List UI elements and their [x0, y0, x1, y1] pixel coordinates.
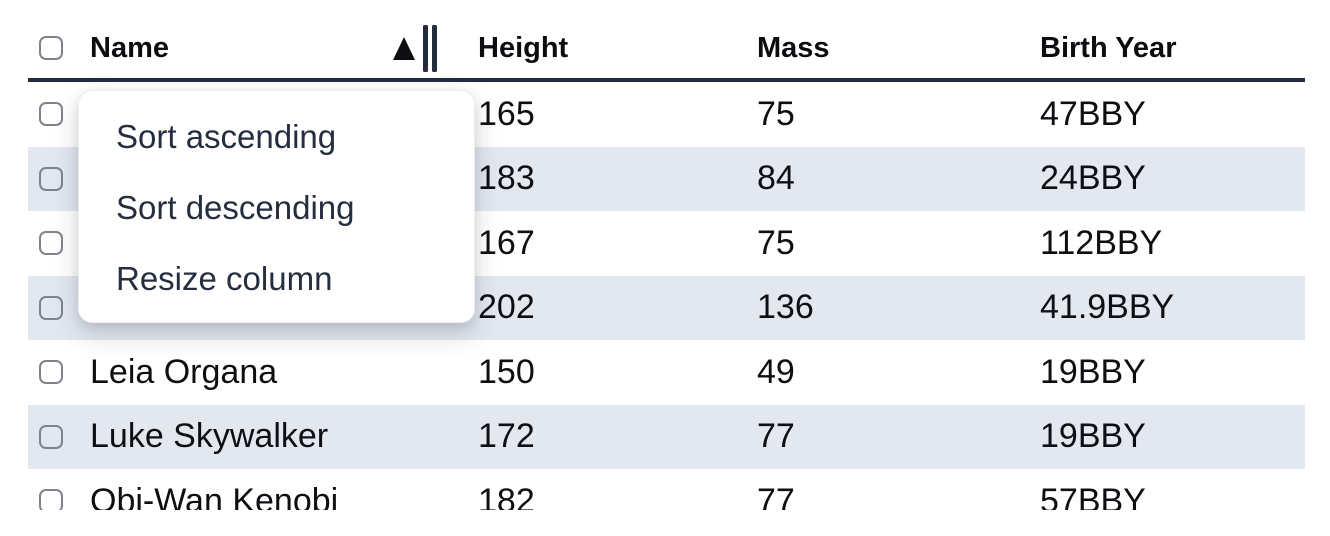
table-row[interactable]: Leia Organa 150 49 19BBY — [28, 340, 1305, 405]
cell-birth-year: 112BBY — [1040, 223, 1163, 262]
table-row[interactable]: 167 75 112BBY — [28, 211, 1305, 276]
column-header-label-name[interactable]: Name — [90, 31, 169, 64]
cell-mass: 75 — [757, 94, 795, 133]
table-header-row: Name Height Mass Birth Year — [28, 18, 1305, 82]
select-all-checkbox[interactable] — [39, 36, 63, 60]
cell-name: Obi-Wan Kenobi — [90, 481, 339, 510]
cell-mass: 84 — [757, 159, 795, 198]
row-checkbox[interactable] — [39, 295, 63, 320]
header-cell-name[interactable]: Name — [28, 18, 462, 78]
cell-height: 150 — [478, 352, 535, 391]
cell-birth-year: 47BBY — [1040, 94, 1146, 133]
cell-mass: 49 — [757, 352, 795, 391]
header-cell-height[interactable]: Height — [462, 18, 741, 78]
column-resize-handle-icon[interactable] — [423, 24, 437, 72]
cell-birth-year: 41.9BBY — [1040, 288, 1175, 327]
header-cell-mass[interactable]: Mass — [741, 18, 1024, 78]
sort-ascending-icon — [393, 36, 415, 60]
cell-height: 183 — [478, 159, 535, 198]
menu-item-sort-ascending[interactable]: Sort ascending — [116, 117, 337, 155]
cell-mass: 77 — [757, 417, 795, 456]
cell-mass: 77 — [757, 481, 795, 510]
cell-name: Leia Organa — [90, 352, 278, 391]
column-context-menu: Sort ascending Sort descending Resize co… — [78, 90, 475, 323]
column-header-label-mass: Mass — [757, 31, 830, 64]
cell-name: Luke Skywalker — [90, 417, 329, 456]
cell-height: 202 — [478, 288, 535, 327]
row-checkbox[interactable] — [39, 166, 63, 191]
row-checkbox[interactable] — [39, 424, 63, 449]
column-header-label-birth-year: Birth Year — [1040, 31, 1177, 64]
cell-birth-year: 19BBY — [1040, 352, 1146, 391]
header-cell-birth-year[interactable]: Birth Year — [1024, 18, 1305, 78]
table-row[interactable]: 165 75 47BBY — [28, 82, 1305, 147]
row-checkbox[interactable] — [39, 360, 63, 385]
column-header-label-height: Height — [478, 31, 569, 64]
cell-height: 172 — [478, 417, 535, 456]
cell-birth-year: 24BBY — [1040, 159, 1146, 198]
row-checkbox[interactable] — [39, 102, 63, 127]
cell-mass: 136 — [757, 288, 814, 327]
cell-height: 182 — [478, 481, 535, 510]
menu-item-resize-column[interactable]: Resize column — [116, 259, 333, 297]
table-row[interactable]: Obi-Wan Kenobi 182 77 57BBY — [28, 469, 1305, 510]
table-row[interactable]: Luke Skywalker 172 77 19BBY — [28, 404, 1305, 469]
row-checkbox[interactable] — [39, 489, 63, 510]
cell-birth-year: 19BBY — [1040, 417, 1146, 456]
row-checkbox[interactable] — [39, 231, 63, 256]
cell-mass: 75 — [757, 223, 795, 262]
cell-birth-year: 57BBY — [1040, 481, 1146, 510]
cell-height: 165 — [478, 94, 535, 133]
cell-height: 167 — [478, 223, 535, 262]
menu-item-sort-descending[interactable]: Sort descending — [116, 188, 355, 226]
